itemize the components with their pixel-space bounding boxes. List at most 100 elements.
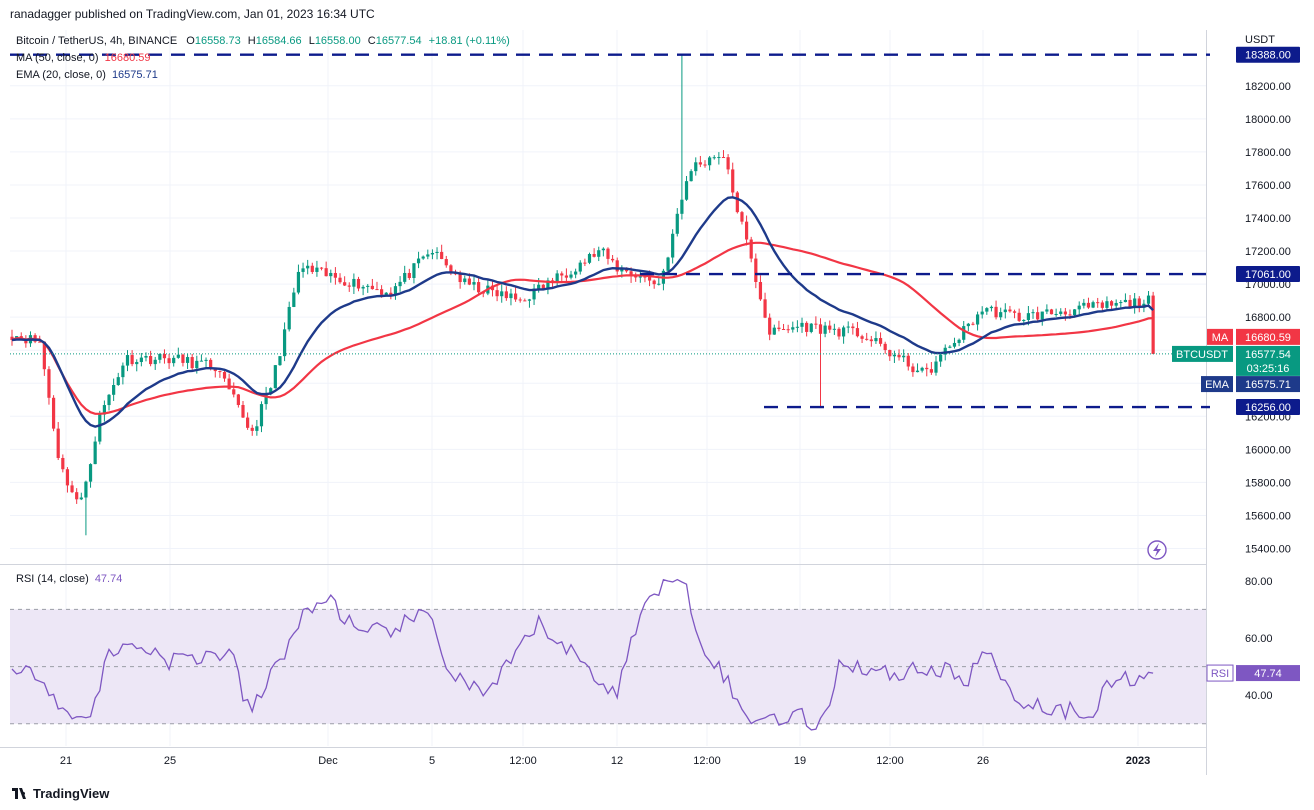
candle-body	[569, 274, 573, 278]
candle-body	[1017, 312, 1021, 321]
candle	[855, 321, 860, 338]
candle-body	[1086, 302, 1091, 308]
candle	[278, 356, 282, 366]
candle-body	[555, 273, 559, 283]
candle-body	[694, 162, 698, 172]
candle-body	[463, 278, 467, 283]
candle-body	[393, 286, 398, 296]
candle	[989, 305, 994, 312]
candle	[574, 268, 578, 279]
ema-line	[11, 196, 1154, 428]
candle-body	[754, 258, 758, 282]
candle-body	[541, 284, 545, 289]
candle-body	[643, 276, 647, 278]
candle-body	[883, 343, 887, 351]
candle-body	[232, 389, 236, 395]
candle	[93, 436, 97, 465]
candle-body	[98, 414, 102, 442]
candle-body	[809, 323, 813, 332]
rsi-tag-value: 47.74	[1254, 668, 1282, 680]
candle	[444, 255, 448, 268]
candle-body	[1040, 311, 1044, 320]
candle	[731, 162, 735, 198]
candle-body	[398, 281, 402, 287]
candle-body	[855, 328, 860, 337]
candle-body	[814, 323, 818, 325]
rsi-value-bg	[1236, 665, 1300, 682]
candle	[440, 244, 444, 260]
lightning-icon[interactable]	[1147, 540, 1167, 560]
candle	[10, 329, 14, 346]
candle-body	[1031, 312, 1035, 314]
candle-body	[287, 306, 291, 330]
candle-body	[102, 405, 106, 415]
candle-body	[592, 253, 596, 257]
candle-body	[1119, 302, 1123, 304]
currency-label: USDT	[1245, 34, 1275, 46]
candle	[564, 268, 568, 282]
candle	[962, 320, 966, 343]
candle-body	[329, 272, 333, 277]
candle-body	[1123, 299, 1128, 303]
candle-body	[1063, 311, 1067, 315]
candle-body	[939, 354, 943, 362]
candle-body	[768, 317, 772, 335]
candle	[684, 175, 689, 201]
candle	[347, 282, 351, 292]
candle-body	[495, 290, 499, 297]
candle-body	[1045, 309, 1049, 312]
candle-body	[906, 355, 910, 367]
candle	[800, 317, 804, 333]
candle	[721, 150, 726, 159]
candle	[246, 412, 250, 430]
candle-body	[721, 157, 726, 159]
candle	[661, 268, 666, 291]
candle	[652, 279, 656, 289]
candle-body	[786, 329, 790, 331]
rsi-legend: RSI (14, close) 47.74	[16, 573, 122, 585]
candle	[477, 276, 481, 296]
candle	[51, 395, 56, 432]
candle	[546, 277, 550, 295]
candle	[809, 323, 813, 334]
candle-body	[915, 370, 920, 373]
candle-body	[47, 369, 51, 398]
ema-axis-tag: EMA 16575.71	[1201, 376, 1300, 393]
candle-body	[999, 312, 1003, 318]
candle-body	[638, 276, 642, 278]
tradingview-footer[interactable]: TradingView	[12, 786, 109, 801]
candle-body	[246, 417, 250, 428]
candle	[403, 265, 407, 284]
candle-body	[361, 286, 365, 289]
candle-body	[384, 292, 388, 295]
level-support-tag-text: 16256.00	[1245, 402, 1291, 414]
candle	[1100, 300, 1104, 312]
candle-body	[828, 325, 832, 330]
level-resistance-tag-text: 17061.00	[1245, 269, 1291, 281]
candle	[883, 341, 887, 354]
grid	[10, 30, 1206, 746]
candle	[130, 350, 134, 367]
candle	[805, 321, 809, 337]
candle	[975, 311, 980, 331]
rsi-tag-label: RSI	[1211, 668, 1229, 680]
candle-body	[389, 292, 393, 296]
level-resistance-tag: 17061.00	[1236, 266, 1300, 283]
candle-body	[292, 292, 296, 307]
candle-body	[874, 338, 878, 342]
candle	[717, 152, 721, 165]
candle-body	[222, 372, 227, 379]
candle	[416, 251, 421, 269]
candle-body	[218, 371, 222, 373]
candle-body	[1049, 309, 1054, 315]
candle	[1012, 309, 1017, 319]
candle	[158, 353, 162, 364]
candle	[587, 252, 592, 265]
candle-body	[500, 291, 504, 297]
candle	[592, 248, 596, 258]
candle	[892, 350, 897, 363]
candle-body	[929, 369, 933, 373]
candle	[823, 321, 827, 338]
candle	[726, 154, 730, 175]
